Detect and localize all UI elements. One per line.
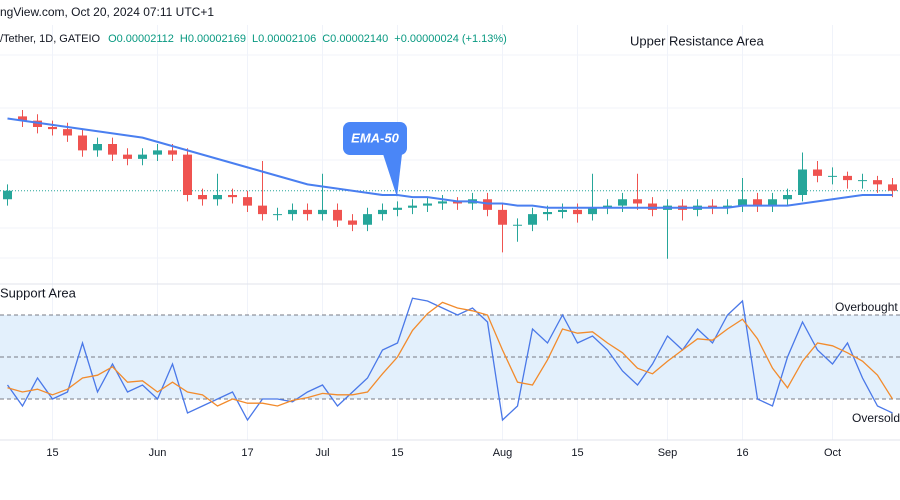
candle-body [528, 214, 537, 225]
candle-body [498, 209, 507, 225]
ohlc-low: L0.00002106 [252, 33, 316, 45]
candle-body [3, 190, 12, 200]
candle-body [828, 175, 837, 177]
candle-body [813, 169, 822, 176]
candle-body [123, 154, 132, 159]
candle-body [753, 199, 762, 206]
candle-body [78, 135, 87, 151]
x-tick-label: 16 [736, 447, 748, 459]
candle-body [783, 195, 792, 200]
x-tick-label: 15 [46, 447, 58, 459]
candle-body [333, 209, 342, 221]
overbought-label: Overbought [835, 300, 898, 314]
candle-body [48, 127, 57, 130]
candle-body [348, 220, 357, 225]
candle-body [843, 175, 852, 181]
oversold-label: Oversold [852, 411, 900, 425]
candle-body [573, 209, 582, 215]
x-tick-label: 17 [241, 447, 253, 459]
candle-body [423, 203, 432, 206]
candle-body [738, 199, 747, 206]
resistance-label: Upper Resistance Area [630, 33, 764, 48]
ohlc-open: O0.00002112 [108, 33, 174, 45]
candle-body [93, 144, 102, 151]
ohlc-close: C0.00002140 [322, 33, 388, 45]
x-tick-label: 15 [571, 447, 583, 459]
candle-body [873, 180, 882, 185]
candle-body [453, 201, 462, 204]
candle-body [213, 195, 222, 200]
candle-body [243, 197, 252, 206]
candle-body [168, 150, 177, 155]
candle-body [198, 195, 207, 200]
ema-line [7, 117, 893, 209]
candle-body [708, 205, 717, 208]
price-grid [0, 54, 900, 259]
candle-body [588, 207, 597, 215]
candle-body [363, 214, 372, 225]
candle-body [618, 199, 627, 206]
oscillator-line [6, 297, 893, 422]
candle-body [603, 205, 612, 208]
candle-body [108, 144, 117, 155]
candle-body [483, 199, 492, 210]
candle-body [543, 212, 552, 215]
candle-body [393, 207, 402, 210]
oscillator-line [7, 301, 894, 407]
x-tick-label: Aug [493, 447, 513, 459]
x-tick-label: Oct [824, 447, 841, 459]
candle-body [513, 224, 522, 226]
candle-body [273, 214, 282, 216]
header-ohlc: /Tether, 1D, GATEIO O0.00002112 H0.0000216… [0, 33, 507, 45]
candle-body [183, 154, 192, 195]
symbol: /Tether, 1D, GATEIO [0, 33, 100, 45]
candle-body [888, 184, 897, 191]
ohlc-change: +0.00000024 (+1.13%) [394, 33, 507, 45]
candle-body [378, 209, 387, 215]
candle-body [153, 150, 162, 155]
candle-body [228, 195, 237, 198]
candle-body [648, 203, 657, 210]
candle-body [288, 209, 297, 215]
candle-body [798, 169, 807, 195]
x-tick-label: Jul [315, 447, 329, 459]
candle-body [408, 205, 417, 208]
candle-body [258, 205, 267, 215]
header-source: ngView.com, Oct 20, 2024 07:11 UTC+1 [0, 5, 214, 19]
candle-body [858, 180, 867, 182]
candle-body [768, 199, 777, 206]
candle-body [63, 129, 72, 136]
candle-body [303, 209, 312, 215]
x-axis: 15 Jun 17 Jul 15 Aug 15 Sep 16 Oct [46, 447, 841, 459]
ohlc-high: H0.00002169 [180, 33, 246, 45]
candle-body [438, 201, 447, 204]
candle-body [633, 199, 642, 204]
candle-body [318, 209, 327, 215]
candle-body [723, 205, 732, 208]
callout-box [343, 122, 407, 155]
support-label: Support Area [0, 285, 77, 300]
candle-body [33, 120, 42, 127]
oscillator-panel [0, 297, 900, 422]
candle-body [558, 209, 567, 212]
x-tick-label: 15 [391, 447, 403, 459]
x-tick-label: Jun [149, 447, 167, 459]
candle-body [138, 154, 147, 159]
x-tick-label: Sep [658, 447, 678, 459]
callout-pointer [383, 154, 402, 197]
candle-body [18, 116, 27, 121]
ema-label: EMA-50 [351, 130, 399, 145]
price-panel [0, 110, 900, 259]
ema-callout: EMA-50 [343, 122, 407, 197]
